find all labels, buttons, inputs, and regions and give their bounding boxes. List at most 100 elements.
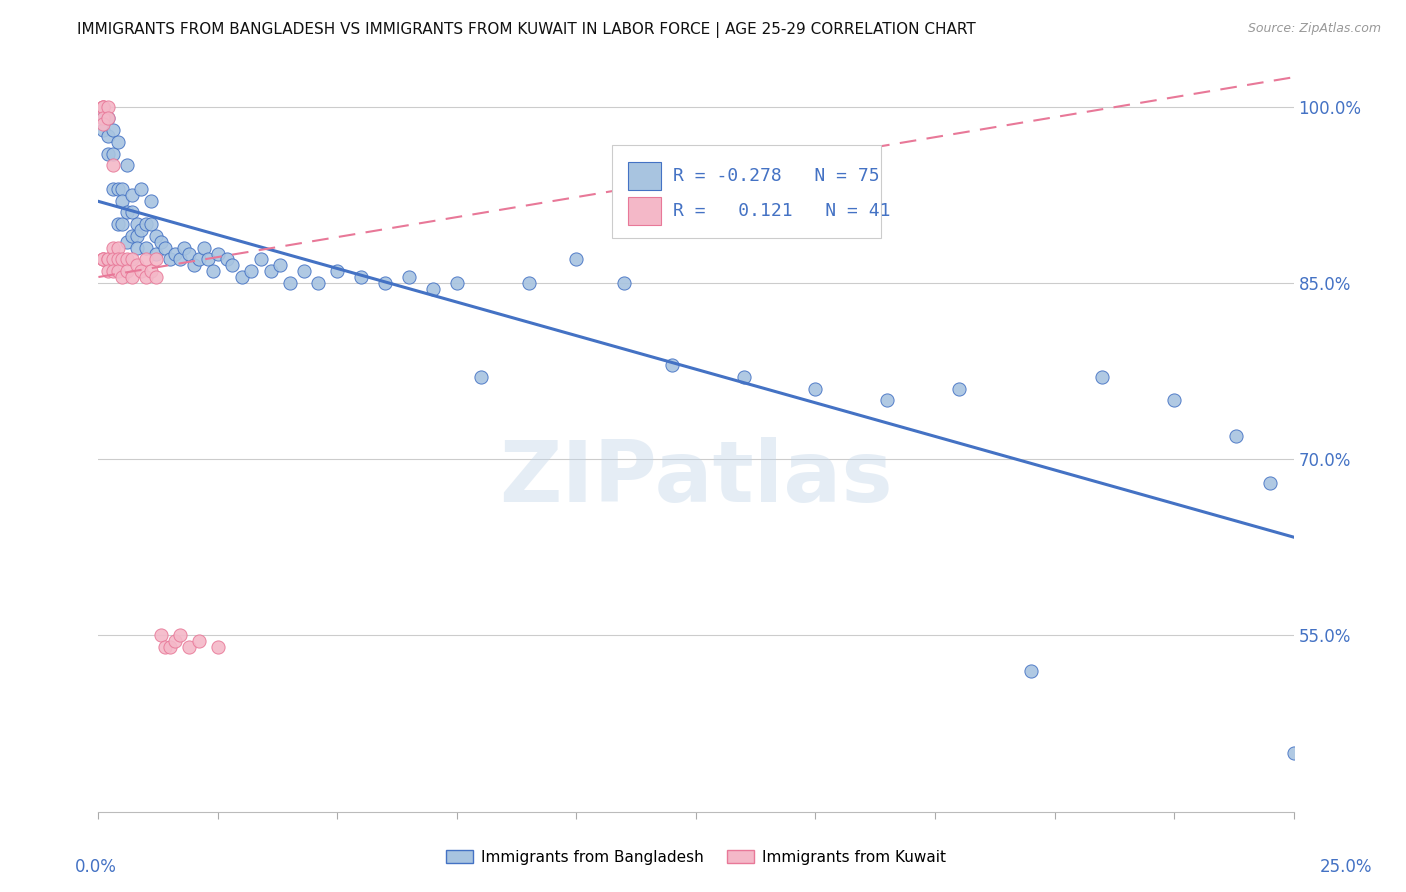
Point <box>398 270 420 285</box>
Point <box>517 276 540 290</box>
Point <box>135 270 157 285</box>
Point <box>163 246 186 260</box>
Point <box>125 241 148 255</box>
Point <box>259 264 281 278</box>
Point <box>131 182 153 196</box>
Point <box>101 252 124 267</box>
Point <box>115 235 138 249</box>
Point <box>107 264 129 278</box>
Point <box>101 123 124 137</box>
Point <box>91 123 114 137</box>
Point <box>131 264 153 278</box>
Point <box>91 112 114 126</box>
Point <box>107 217 129 231</box>
Point <box>111 270 134 285</box>
Point <box>187 252 209 267</box>
Point <box>733 370 755 384</box>
Bar <box>628 197 661 226</box>
Point <box>135 217 157 231</box>
Point <box>97 146 120 161</box>
Point <box>91 117 114 131</box>
Point <box>115 264 138 278</box>
Point <box>197 252 219 267</box>
Point <box>207 246 229 260</box>
Point <box>169 252 191 267</box>
Point <box>374 276 396 290</box>
Legend: Immigrants from Bangladesh, Immigrants from Kuwait: Immigrants from Bangladesh, Immigrants f… <box>440 844 952 871</box>
Point <box>876 393 898 408</box>
Point <box>163 634 186 648</box>
Point <box>107 241 129 255</box>
Point <box>422 282 444 296</box>
Point <box>115 205 138 219</box>
Point <box>145 228 167 243</box>
Point <box>97 112 120 126</box>
Point <box>111 182 134 196</box>
Point <box>97 252 120 267</box>
Point <box>97 112 120 126</box>
Point <box>193 241 215 255</box>
Text: 0.0%: 0.0% <box>75 858 117 876</box>
Point <box>125 217 148 231</box>
Point <box>115 158 138 172</box>
Text: 25.0%: 25.0% <box>1319 858 1372 876</box>
Point <box>97 252 120 267</box>
Text: Source: ZipAtlas.com: Source: ZipAtlas.com <box>1247 22 1381 36</box>
Point <box>121 270 143 285</box>
Point <box>145 246 167 260</box>
Point <box>125 258 148 272</box>
Point <box>91 100 114 114</box>
Point <box>948 382 970 396</box>
Point <box>91 100 114 114</box>
Point <box>139 217 162 231</box>
Point <box>217 252 239 267</box>
Point <box>91 252 114 267</box>
Point <box>179 640 201 655</box>
Point <box>159 640 181 655</box>
Text: R = -0.278   N = 75: R = -0.278 N = 75 <box>673 167 880 185</box>
Point <box>149 235 172 249</box>
Point <box>269 258 291 272</box>
Point <box>278 276 301 290</box>
Point <box>145 252 167 267</box>
Point <box>149 628 172 642</box>
Point <box>111 194 134 208</box>
Point <box>121 252 143 267</box>
Point <box>101 158 124 172</box>
Point <box>202 264 225 278</box>
Point <box>169 628 191 642</box>
Point <box>111 217 134 231</box>
Point <box>613 276 636 290</box>
Text: ZIPatlas: ZIPatlas <box>499 437 893 520</box>
Point <box>231 270 253 285</box>
Point <box>91 100 114 114</box>
Point <box>250 252 273 267</box>
Bar <box>628 161 661 190</box>
Point <box>91 252 114 267</box>
Text: IMMIGRANTS FROM BANGLADESH VS IMMIGRANTS FROM KUWAIT IN LABOR FORCE | AGE 25-29 : IMMIGRANTS FROM BANGLADESH VS IMMIGRANTS… <box>77 22 976 38</box>
Point <box>101 146 124 161</box>
Point <box>1163 393 1185 408</box>
Point <box>131 223 153 237</box>
Point <box>101 241 124 255</box>
Point <box>107 252 129 267</box>
Point <box>207 640 229 655</box>
Point <box>155 241 177 255</box>
Point <box>91 252 114 267</box>
Point <box>121 205 143 219</box>
Point <box>179 246 201 260</box>
Point <box>804 382 827 396</box>
Point <box>1019 664 1042 678</box>
Point <box>1225 428 1247 442</box>
Point <box>292 264 315 278</box>
Point <box>97 128 120 143</box>
Point <box>135 252 157 267</box>
Point <box>139 264 162 278</box>
Point <box>187 634 209 648</box>
Point <box>125 228 148 243</box>
Point <box>470 370 492 384</box>
Point <box>101 182 124 196</box>
Point <box>111 252 134 267</box>
Point <box>107 182 129 196</box>
Point <box>97 264 120 278</box>
